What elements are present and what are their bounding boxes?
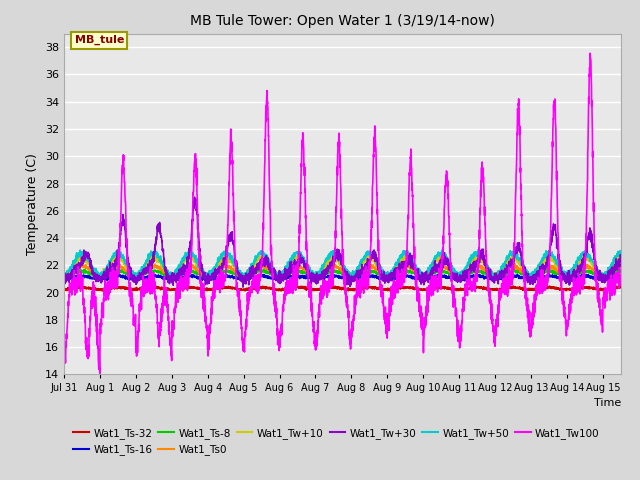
Wat1_Ts0 <box>403 261 411 266</box>
Wat1_Tw+30 <box>124 253 131 259</box>
Wat1_Tw+10 <box>157 261 164 266</box>
Wat1_Tw+30 <box>191 194 198 200</box>
Wat1_Tw+10 <box>617 257 625 263</box>
Text: MB_tule: MB_tule <box>75 35 124 46</box>
Wat1_Ts-16 <box>547 273 554 278</box>
Wat1_Ts0 <box>134 276 141 281</box>
Line: Wat1_Ts0: Wat1_Ts0 <box>64 264 621 278</box>
Wat1_Tw+10 <box>420 276 428 282</box>
Wat1_Ts-16 <box>223 271 230 277</box>
Wat1_Tw+50 <box>60 270 68 276</box>
Wat1_Ts-16 <box>60 276 68 282</box>
Wat1_Tw+30 <box>606 273 614 278</box>
Wat1_Ts-32 <box>298 285 306 290</box>
Wat1_Ts-16 <box>124 276 131 281</box>
Wat1_Tw+50 <box>617 251 625 256</box>
Wat1_Ts-32 <box>547 285 554 291</box>
Wat1_Ts-8 <box>260 266 268 272</box>
Wat1_Tw+10 <box>274 273 282 278</box>
Wat1_Ts-16 <box>274 277 282 283</box>
Wat1_Tw100 <box>586 50 594 56</box>
Wat1_Ts0 <box>547 264 554 270</box>
Wat1_Ts-32 <box>124 286 131 292</box>
Wat1_Tw+10 <box>547 254 554 260</box>
Wat1_Ts0 <box>124 268 131 274</box>
Wat1_Tw100 <box>60 372 68 378</box>
Wat1_Tw+50 <box>157 253 164 259</box>
Wat1_Tw+50 <box>606 263 614 269</box>
Line: Wat1_Tw+50: Wat1_Tw+50 <box>64 249 621 279</box>
Wat1_Ts0 <box>617 264 625 270</box>
Wat1_Ts-32 <box>274 287 282 292</box>
Wat1_Ts-8 <box>124 270 131 276</box>
Line: Wat1_Ts-16: Wat1_Ts-16 <box>64 274 621 281</box>
Wat1_Tw+30 <box>547 243 554 249</box>
Line: Wat1_Tw+30: Wat1_Tw+30 <box>64 197 621 287</box>
Wat1_Tw+10 <box>606 265 614 271</box>
Wat1_Ts-32 <box>259 283 267 289</box>
Wat1_Ts-16 <box>421 278 429 284</box>
Wat1_Tw+30 <box>239 284 247 290</box>
Wat1_Tw+50 <box>274 273 282 279</box>
Wat1_Tw+30 <box>298 258 306 264</box>
Wat1_Ts-32 <box>617 284 625 289</box>
Wat1_Tw+10 <box>60 271 68 276</box>
Wat1_Tw100 <box>617 272 625 278</box>
Wat1_Ts-8 <box>274 274 282 279</box>
Wat1_Ts0 <box>60 270 68 276</box>
Wat1_Tw+30 <box>274 273 282 278</box>
Wat1_Tw100 <box>546 249 554 255</box>
Wat1_Tw100 <box>298 156 305 161</box>
Wat1_Ts-8 <box>157 270 164 276</box>
Wat1_Ts0 <box>157 267 164 273</box>
Wat1_Tw+10 <box>124 266 132 272</box>
Wat1_Tw+30 <box>60 280 68 286</box>
Wat1_Tw+10 <box>298 256 306 262</box>
Wat1_Tw100 <box>124 256 131 262</box>
Wat1_Tw+30 <box>617 258 625 264</box>
Wat1_Ts-8 <box>606 270 614 276</box>
Wat1_Ts-8 <box>617 269 625 275</box>
Wat1_Tw+50 <box>124 262 131 267</box>
Text: Time: Time <box>593 398 621 408</box>
Wat1_Ts-32 <box>606 287 614 293</box>
Wat1_Ts0 <box>274 274 282 279</box>
Wat1_Ts-8 <box>237 275 245 281</box>
Wat1_Ts-16 <box>157 273 164 279</box>
Wat1_Ts0 <box>298 265 306 271</box>
Wat1_Tw100 <box>606 278 614 284</box>
Wat1_Ts-32 <box>157 286 164 292</box>
Wat1_Tw+50 <box>298 253 306 259</box>
Wat1_Ts-8 <box>298 270 306 276</box>
Wat1_Tw100 <box>157 327 164 333</box>
Wat1_Ts-32 <box>496 288 504 294</box>
Legend: Wat1_Ts-32, Wat1_Ts-16, Wat1_Ts-8, Wat1_Ts0, Wat1_Tw+10, Wat1_Tw+30, Wat1_Tw+50,: Wat1_Ts-32, Wat1_Ts-16, Wat1_Ts-8, Wat1_… <box>69 424 604 459</box>
Y-axis label: Temperature (C): Temperature (C) <box>26 153 39 255</box>
Line: Wat1_Ts-8: Wat1_Ts-8 <box>64 269 621 278</box>
Title: MB Tule Tower: Open Water 1 (3/19/14-now): MB Tule Tower: Open Water 1 (3/19/14-now… <box>190 14 495 28</box>
Line: Wat1_Tw100: Wat1_Tw100 <box>64 53 621 375</box>
Wat1_Tw+50 <box>223 246 231 252</box>
Wat1_Ts-16 <box>606 275 614 280</box>
Wat1_Ts-32 <box>60 287 68 293</box>
Wat1_Tw+30 <box>157 230 164 236</box>
Wat1_Tw100 <box>274 325 282 331</box>
Line: Wat1_Tw+10: Wat1_Tw+10 <box>64 253 621 279</box>
Line: Wat1_Ts-32: Wat1_Ts-32 <box>64 286 621 291</box>
Wat1_Ts-16 <box>617 273 625 279</box>
Wat1_Ts-8 <box>547 267 554 273</box>
Wat1_Tw+10 <box>113 251 121 256</box>
Wat1_Ts0 <box>606 270 614 276</box>
Wat1_Tw+50 <box>492 276 499 282</box>
Wat1_Ts-8 <box>60 272 68 278</box>
Wat1_Ts-16 <box>298 274 306 280</box>
Wat1_Tw+50 <box>547 252 554 257</box>
